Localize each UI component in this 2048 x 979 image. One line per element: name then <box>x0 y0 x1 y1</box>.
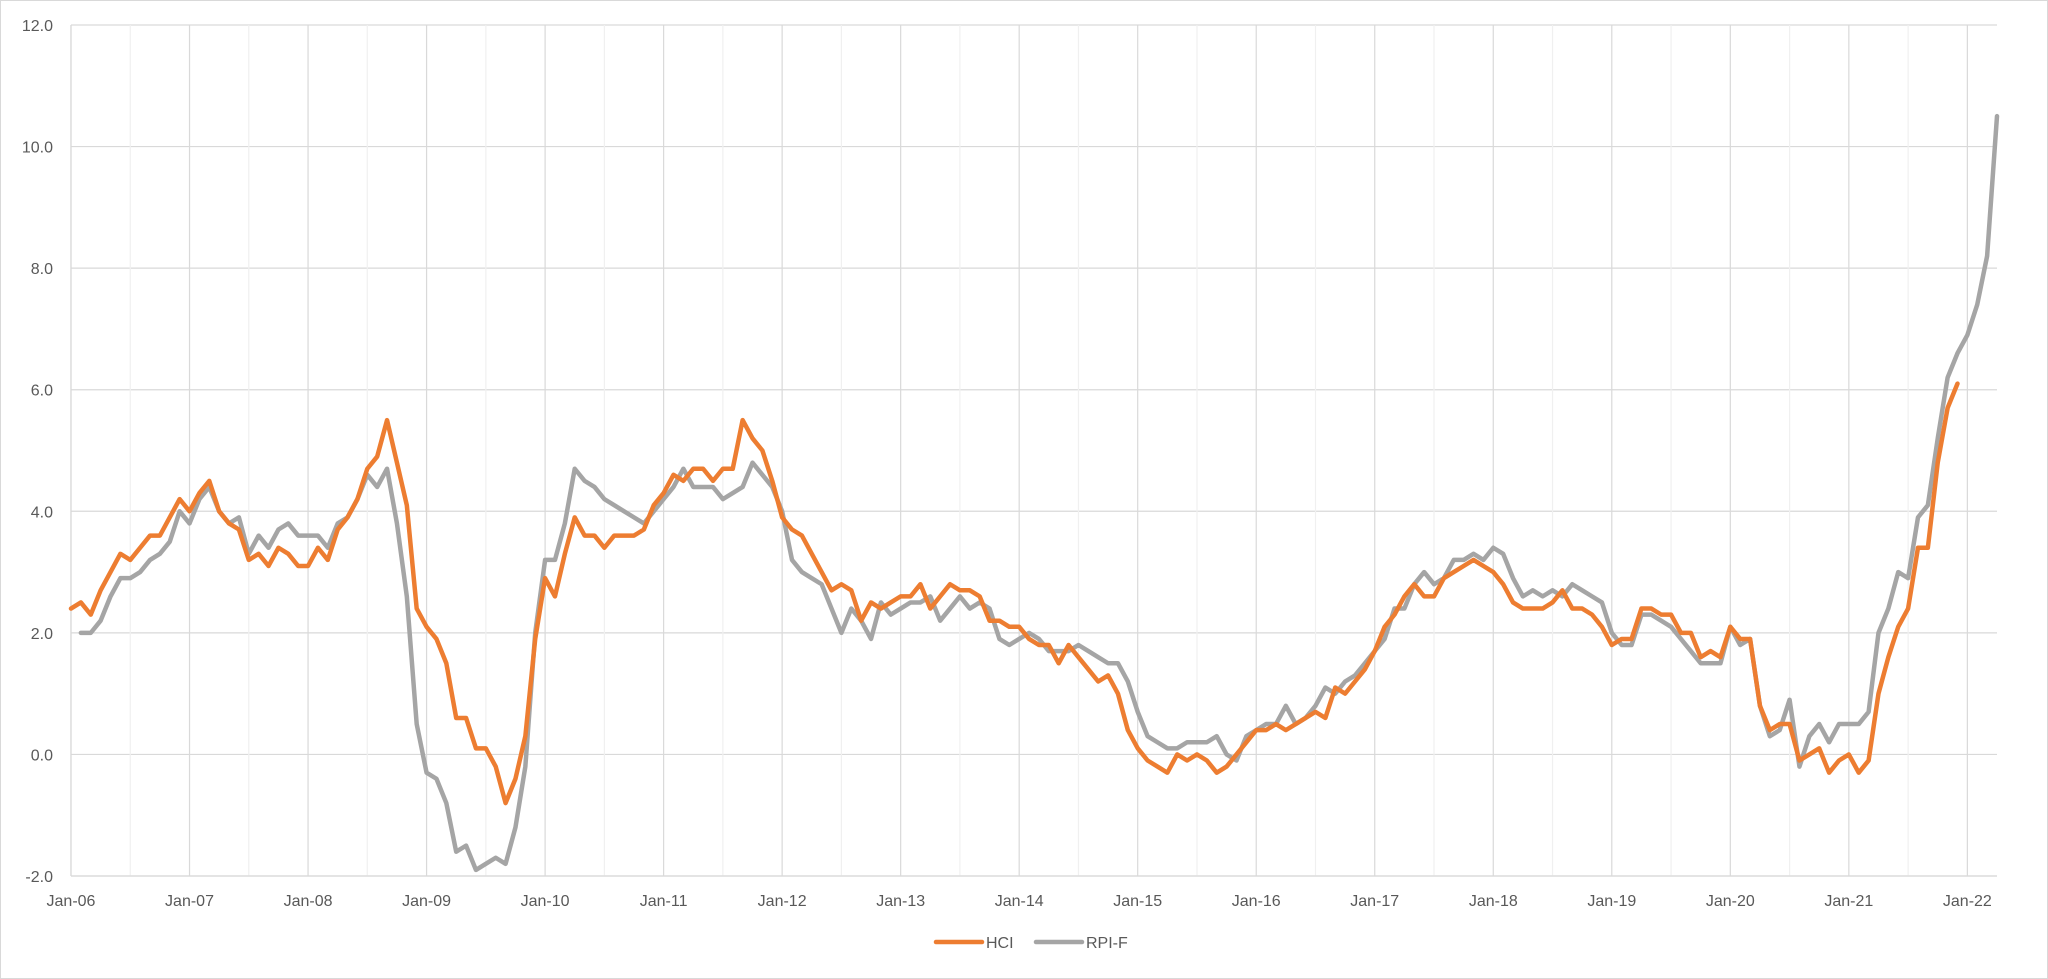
x-tick-label: Jan-09 <box>402 893 451 910</box>
x-tick-label: Jan-13 <box>876 893 925 910</box>
y-tick-label: 6.0 <box>31 383 53 400</box>
y-tick-label: 4.0 <box>31 504 53 521</box>
x-tick-label: Jan-22 <box>1943 893 1992 910</box>
x-tick-label: Jan-12 <box>758 893 807 910</box>
x-tick-label: Jan-11 <box>640 893 688 910</box>
series-lines <box>68 113 2000 873</box>
y-axis-tick-labels: -2.0 0.0 2.0 4.0 6.0 8.0 10.0 12.0 <box>22 18 53 886</box>
x-tick-label: Jan-06 <box>47 893 96 910</box>
x-tick-label: Jan-18 <box>1469 893 1518 910</box>
y-tick-label: 2.0 <box>31 626 53 643</box>
x-tick-label: Jan-07 <box>165 893 214 910</box>
x-tick-label: Jan-21 <box>1824 893 1873 910</box>
x-tick-label: Jan-14 <box>995 893 1044 910</box>
gridlines <box>70 24 1997 877</box>
x-tick-label: Jan-16 <box>1232 893 1281 910</box>
x-tick-label: Jan-17 <box>1350 893 1399 910</box>
y-tick-label: -2.0 <box>25 869 53 886</box>
x-tick-label: Jan-19 <box>1587 893 1636 910</box>
legend-label: HCI <box>986 935 1014 952</box>
x-tick-label: Jan-10 <box>521 893 570 910</box>
series-line-rpi-f <box>78 113 2000 873</box>
y-tick-label: 12.0 <box>22 18 53 35</box>
series-line-hci <box>68 381 1960 806</box>
x-tick-label: Jan-20 <box>1706 893 1755 910</box>
x-axis-tick-labels: Jan-06 Jan-07 Jan-08 Jan-09 Jan-10 Jan-11 Jan-… <box>47 893 1992 910</box>
x-tick-label: Jan-15 <box>1113 893 1162 910</box>
y-tick-label: 10.0 <box>22 140 53 157</box>
legend-label: RPI-F <box>1086 935 1128 952</box>
x-tick-label: Jan-08 <box>284 893 333 910</box>
y-tick-label: 8.0 <box>31 261 53 278</box>
y-tick-label: 0.0 <box>31 747 53 764</box>
legend: HCI RPI-F <box>933 935 1128 952</box>
